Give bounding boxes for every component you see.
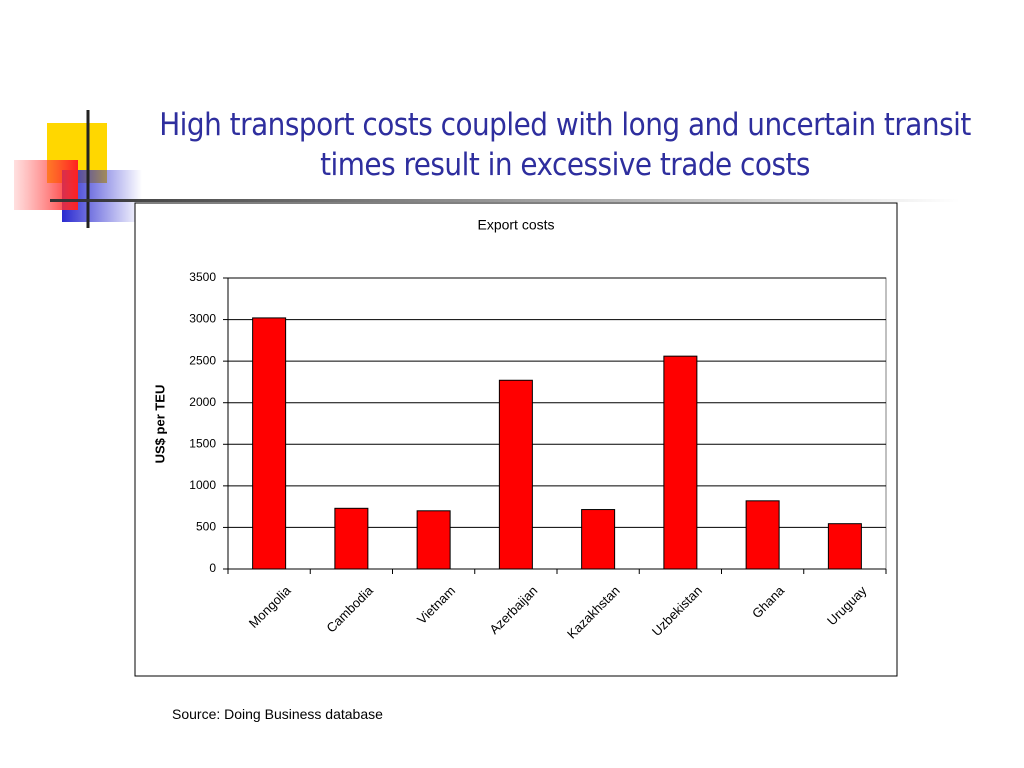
y-axis-label: US$ per TEU [152, 385, 167, 464]
y-tick-label: 500 [196, 520, 216, 534]
bar [252, 317, 287, 570]
slide-title: High transport costs coupled with long a… [159, 107, 971, 183]
y-tick-label: 3500 [189, 270, 216, 284]
bar [745, 500, 780, 570]
bar [498, 379, 533, 570]
decor-line [50, 199, 960, 202]
y-tick-label: 3000 [189, 312, 216, 326]
y-tick-label: 1500 [189, 436, 216, 450]
bar [416, 510, 451, 570]
source-note: Source: Doing Business database [172, 706, 383, 722]
decor-red [14, 160, 78, 210]
y-tick-label: 1000 [189, 478, 216, 492]
chart-title: Export costs [477, 217, 554, 233]
bar [334, 507, 369, 570]
y-tick-label: 0 [209, 561, 216, 575]
bar [827, 523, 862, 570]
bar [663, 355, 698, 570]
y-tick-label: 2000 [189, 395, 216, 409]
y-tick-label: 2500 [189, 353, 216, 367]
bar [581, 509, 616, 570]
